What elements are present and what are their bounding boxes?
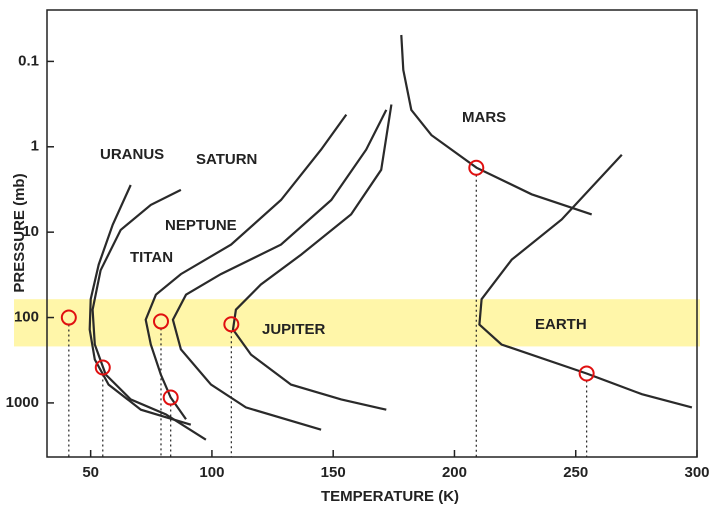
planet-label: EARTH: [535, 316, 587, 333]
x-axis-label: TEMPERATURE (K): [321, 488, 459, 505]
planet-profile: [400, 34, 593, 216]
marker: [94, 359, 111, 376]
x-tick-label: 50: [82, 464, 99, 481]
planet-label: SATURN: [196, 151, 257, 168]
planet-profile: [91, 188, 207, 441]
y-tick-label: 1000: [6, 394, 39, 411]
y-axis-label: PRESSURE (mb): [11, 173, 28, 292]
y-tick-label: 100: [14, 309, 39, 326]
planet-profile: [478, 154, 693, 409]
marker: [468, 159, 485, 176]
planet-label: TITAN: [130, 249, 173, 266]
y-tick-label: 0.1: [18, 52, 39, 69]
marker: [152, 313, 169, 330]
x-tick-label: 150: [321, 464, 346, 481]
planet-label: MARS: [462, 109, 506, 126]
y-tick-label: 10: [22, 223, 39, 240]
marker: [578, 365, 595, 382]
x-tick-label: 100: [199, 464, 224, 481]
planet-profile: [171, 109, 388, 431]
planet-label: JUPITER: [262, 321, 326, 338]
x-tick-label: 200: [442, 464, 467, 481]
planet-label: URANUS: [100, 146, 164, 163]
planet-label: NEPTUNE: [165, 217, 237, 234]
marker: [162, 389, 179, 406]
x-tick-label: 300: [684, 464, 709, 481]
y-tick-label: 1: [31, 138, 39, 155]
highlight-band: [14, 299, 700, 347]
planet-profile: [88, 184, 192, 426]
marker: [223, 316, 240, 333]
planet-profile: [231, 104, 393, 411]
plot-frame: [46, 9, 698, 458]
planet-profile: [144, 113, 348, 420]
marker: [60, 309, 77, 326]
x-tick-label: 250: [563, 464, 588, 481]
